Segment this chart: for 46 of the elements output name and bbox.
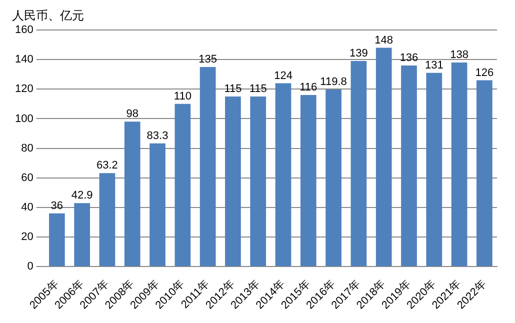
bar <box>300 95 316 266</box>
data-label: 119.8 <box>320 76 347 88</box>
data-label: 116 <box>300 82 318 94</box>
data-label: 42.9 <box>71 190 93 202</box>
bar <box>74 203 90 266</box>
data-label: 110 <box>174 90 192 102</box>
data-label: 124 <box>274 70 292 82</box>
data-label: 115 <box>249 83 267 96</box>
y-tick-label: 160 <box>14 24 34 36</box>
y-tick-label: 140 <box>14 54 34 66</box>
data-label: 148 <box>374 34 394 46</box>
bar <box>326 89 342 266</box>
data-label: 115 <box>224 83 242 96</box>
bar <box>476 80 492 266</box>
y-tick-label: 60 <box>21 172 34 184</box>
bar <box>174 104 191 266</box>
bar <box>250 96 266 266</box>
data-label: 126 <box>475 66 494 79</box>
bar <box>275 83 292 266</box>
bar <box>225 96 241 266</box>
y-tick-label: 20 <box>21 231 34 244</box>
bar <box>99 173 116 266</box>
y-tick-label: 0 <box>27 260 34 273</box>
data-label: 135 <box>198 54 217 66</box>
bar <box>401 65 417 266</box>
bar <box>376 48 392 266</box>
y-tick-label: 100 <box>14 112 34 125</box>
data-label: 83.3 <box>146 130 168 142</box>
data-label: 136 <box>400 52 418 64</box>
data-label: 138 <box>450 49 468 62</box>
data-label: 139 <box>350 48 368 60</box>
data-label: 131 <box>424 59 444 72</box>
bar <box>426 72 442 266</box>
y-axis-title: 人民币、亿元 <box>12 8 84 22</box>
data-label: 98 <box>126 108 138 120</box>
bar <box>200 66 216 266</box>
bar <box>124 122 140 266</box>
y-tick-label: 80 <box>21 142 34 154</box>
bar <box>350 61 367 266</box>
data-label: 63.2 <box>96 160 118 172</box>
data-label: 36 <box>50 200 64 212</box>
bar <box>451 62 468 266</box>
bar <box>150 143 166 266</box>
y-tick-label: 120 <box>14 83 34 96</box>
y-tick-label: 40 <box>21 201 34 214</box>
bar <box>49 213 65 266</box>
